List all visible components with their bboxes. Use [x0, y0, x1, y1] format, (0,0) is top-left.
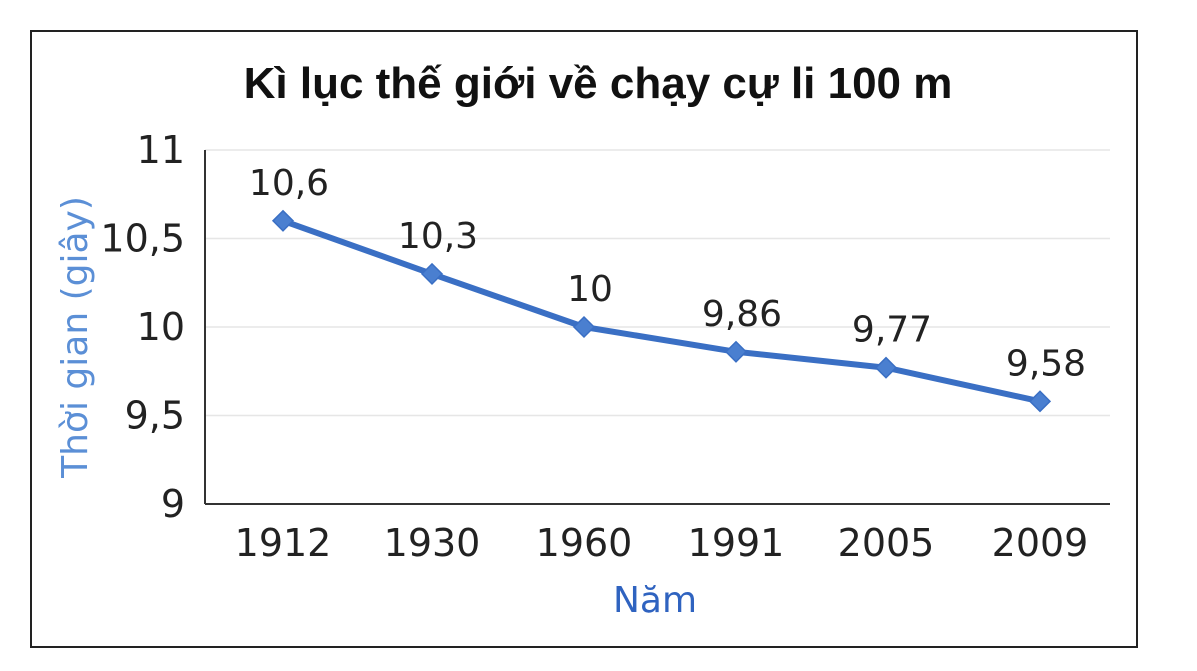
axes — [204, 150, 1110, 505]
gridlines — [205, 149, 1110, 417]
x-tick-label: 1960 — [536, 521, 633, 565]
y-axis-title: Thời gian (giây) — [55, 196, 96, 479]
data-label: 9,86 — [702, 294, 782, 335]
data-labels: 10,6 10,3 10 9,86 9,77 9,58 — [249, 163, 1086, 385]
x-tick-label: 2009 — [992, 521, 1089, 565]
y-tick-label: 10,5 — [100, 217, 185, 261]
y-tick-labels: 11 10,5 10 9,5 9 — [100, 128, 185, 526]
data-label: 9,77 — [852, 310, 932, 351]
data-label: 10,6 — [249, 163, 329, 204]
x-tick-label: 1991 — [688, 521, 785, 565]
x-axis-title: Năm — [613, 580, 697, 621]
data-label: 10 — [567, 269, 613, 310]
x-tick-label: 1930 — [384, 521, 481, 565]
data-point-marker — [1028, 390, 1052, 413]
chart-title: Kì lục thế giới về chạy cự li 100 m — [244, 59, 953, 108]
x-tick-label: 2005 — [838, 521, 935, 565]
y-tick-label: 11 — [137, 128, 185, 172]
data-point-marker — [724, 340, 748, 363]
y-tick-label: 10 — [137, 305, 185, 349]
chart-frame — [30, 30, 1138, 648]
data-point-marker — [271, 209, 295, 232]
data-point-marker — [874, 356, 898, 379]
x-tick-labels: 1912 1930 1960 1991 2005 2009 — [235, 521, 1089, 565]
data-label: 9,58 — [1006, 343, 1086, 384]
data-label: 10,3 — [398, 216, 478, 257]
data-point-marker — [420, 262, 444, 285]
series-line — [280, 217, 1043, 405]
series-polyline — [280, 217, 1043, 405]
y-tick-label: 9 — [161, 482, 185, 526]
y-tick-label: 9,5 — [125, 394, 185, 438]
x-tick-label: 1912 — [235, 521, 332, 565]
data-markers — [271, 209, 1052, 413]
data-point-marker — [572, 315, 596, 339]
